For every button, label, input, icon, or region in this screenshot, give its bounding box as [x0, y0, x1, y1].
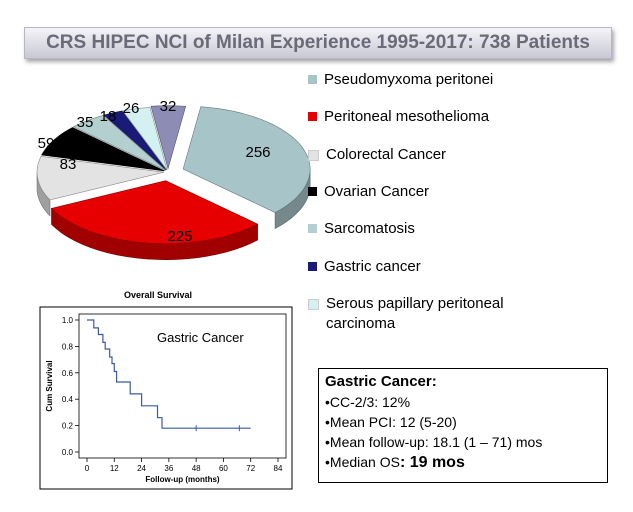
survival-curve [87, 319, 251, 429]
pie-slice [182, 106, 311, 213]
legend-item: Peritoneal mesothelioma [308, 107, 524, 127]
legend-label: Ovarian Cancer [324, 183, 430, 200]
pie-slice [122, 107, 168, 171]
os-prefix: •Median OS [325, 454, 400, 470]
km-title: Overall Survival [124, 290, 193, 300]
y-tick-label: 0.6 [62, 369, 74, 378]
info-line: •Mean follow-up: 18.1 (1 – 71) mos [325, 434, 543, 450]
legend-swatch [308, 150, 319, 161]
legend-item: Ovarian Cancer [308, 182, 524, 202]
x-tick-label: 84 [274, 464, 283, 473]
y-tick-label: 0.2 [62, 422, 74, 431]
legend-swatch [308, 112, 317, 121]
y-axis-label: Cum Survival [45, 360, 54, 411]
legend-item: Sarcomatosis [308, 219, 524, 239]
os-value: : 19 mos [399, 454, 465, 471]
pie-data-label: 32 [160, 98, 177, 115]
y-tick-label: 1.0 [62, 316, 74, 325]
x-tick-label: 12 [110, 464, 119, 473]
info-line: •Mean PCI: 12 (5-20) [325, 414, 457, 430]
y-tick-label: 0.0 [62, 448, 74, 457]
legend-label: Peritoneal mesothelioma [324, 108, 490, 125]
x-tick-label: 48 [192, 464, 201, 473]
pie-slice [150, 105, 187, 170]
legend-label: Gastric cancer [324, 258, 421, 275]
km-plot-box [78, 313, 287, 459]
pie-data-label: 59 [38, 135, 55, 152]
legend-swatch [308, 187, 317, 196]
info-line: •CC-2/3: 12% [325, 394, 411, 410]
pie-slice [36, 155, 165, 201]
pie-slice [72, 114, 166, 171]
info-header: Gastric Cancer: [325, 373, 437, 390]
slide-title: CRS HIPEC NCI of Milan Experience 1995-2… [46, 32, 590, 53]
km-annotation: Gastric Cancer [157, 330, 244, 345]
legend-label: Serous papillary peritoneal carcinoma [326, 295, 504, 332]
info-line-os: •Median OS: 19 mos [325, 452, 601, 473]
x-tick-label: 0 [85, 464, 90, 473]
legend-item: Colorectal Cancer [308, 145, 526, 165]
x-tick-label: 24 [137, 464, 146, 473]
pie-slice [41, 127, 165, 172]
legend-item: Pseudomyxoma peritonei [308, 70, 524, 90]
legend-swatch [308, 262, 317, 271]
legend-item: Serous papillary peritoneal carcinoma [308, 294, 526, 334]
pie-slice [103, 110, 167, 171]
gastric-info-box: Gastric Cancer: •CC-2/3: 12% •Mean PCI: … [318, 368, 608, 483]
pie-data-label: 256 [245, 144, 270, 161]
x-tick-label: 72 [246, 464, 255, 473]
slide-title-bar: CRS HIPEC NCI of Milan Experience 1995-2… [24, 27, 612, 59]
legend-swatch [308, 75, 317, 84]
legend-swatch [308, 224, 317, 233]
pie-data-label: 225 [167, 228, 192, 245]
y-tick-label: 0.4 [62, 395, 74, 404]
pie-slice [50, 180, 259, 244]
x-tick-label: 36 [164, 464, 173, 473]
legend-swatch [308, 299, 319, 310]
pie-data-label: 26 [123, 100, 140, 117]
km-frame [39, 306, 293, 490]
legend-label: Pseudomyxoma peritonei [324, 71, 494, 88]
legend-item: Gastric cancer [308, 257, 524, 277]
pie-data-label: 35 [77, 114, 94, 131]
x-axis-label: Follow-up (months) [145, 475, 220, 484]
y-tick-label: 0.8 [62, 342, 74, 351]
x-tick-label: 60 [219, 464, 228, 473]
pie-data-label: 18 [100, 108, 117, 125]
legend-label: Colorectal Cancer [326, 146, 447, 163]
pie-data-label: 83 [60, 156, 77, 173]
legend-label: Sarcomatosis [324, 220, 415, 237]
